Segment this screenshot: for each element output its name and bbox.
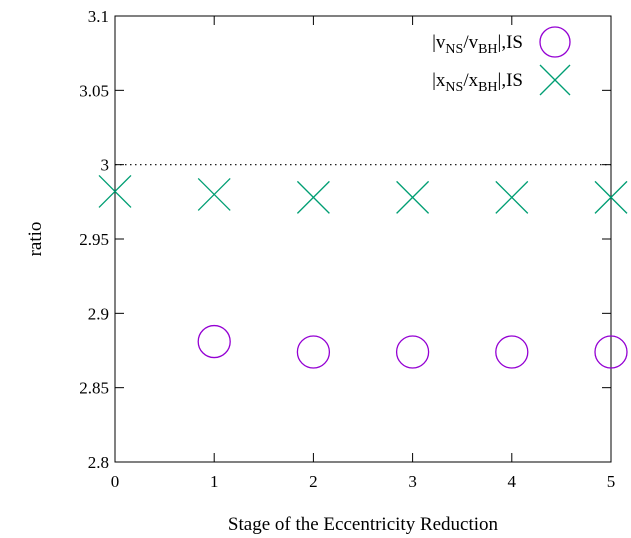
legend-marker-2 [539,64,571,96]
y-tick-label: 2.9 [88,304,109,323]
legend-text: /x [463,70,478,91]
legend-subscript: NS [445,42,463,57]
x-tick-label: 1 [210,472,219,491]
x-tick-label: 3 [408,472,417,491]
data-point-cross [296,180,330,214]
data-point-circle [197,324,231,359]
legend-label-1: |vNS/vBH|,IS [432,32,523,57]
y-tick-label: 2.95 [79,230,109,249]
x-tick-label: 0 [111,472,120,491]
legend-text: /v [463,32,478,53]
data-point-circle [594,335,628,369]
data-point-circle [296,335,331,369]
x-axis-label: Stage of the Eccentricity Reduction [228,514,499,535]
legend-text: |v [432,32,446,53]
y-tick-label: 3.1 [88,7,109,26]
data-point-cross [98,174,132,208]
data-point-circle [495,335,529,369]
legend-marker-1 [539,26,571,58]
data-point-cross [594,180,628,214]
x-tick-label: 5 [607,472,616,491]
legend: |vNS/vBH|,IS|xNS/xBH|,IS [432,26,571,96]
x-tick-label: 2 [309,472,318,491]
data-point-cross [495,180,529,214]
legend-subscript: BH [478,80,497,95]
legend-text: |,IS [498,32,523,53]
x-tick-label: 4 [508,472,517,491]
legend-text: |x [432,70,446,91]
y-tick-label: 3 [101,156,110,175]
y-tick-label: 2.8 [88,453,109,472]
legend-subscript: NS [445,80,463,95]
y-tick-label: 3.05 [79,81,109,100]
data-point-cross [396,180,430,214]
plot-frame [114,15,612,463]
legend-subscript: BH [478,42,497,57]
legend-label-2: |xNS/xBH|,IS [432,70,523,95]
y-axis-label: ratio [25,222,46,257]
data-point-circle [395,335,430,369]
ticks-layer: 0 1 2 3 4 5 2.8 2.85 2.9 2.95 3 3.05 3.1 [79,7,615,491]
points-layer [98,174,628,369]
data-point-cross [197,177,231,211]
y-tick-label: 2.85 [79,379,109,398]
legend-text: |,IS [498,70,523,91]
